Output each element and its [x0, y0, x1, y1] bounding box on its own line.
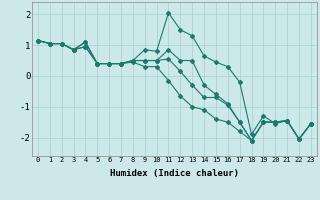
X-axis label: Humidex (Indice chaleur): Humidex (Indice chaleur) — [110, 169, 239, 178]
